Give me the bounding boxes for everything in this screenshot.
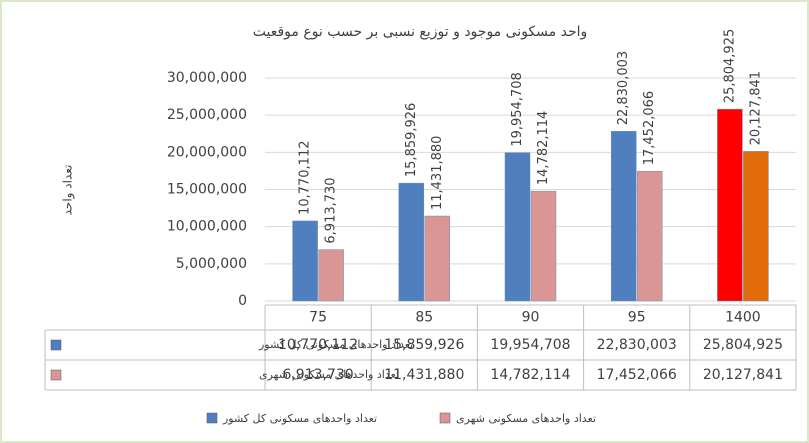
- bar: [530, 190, 557, 302]
- table-cell: 19,954,708: [490, 337, 570, 353]
- data-label: 15,859,926: [404, 103, 419, 177]
- bar: [424, 215, 451, 302]
- bar: [743, 151, 769, 302]
- y-tick-label: 30,000,000: [167, 70, 247, 86]
- bar: [610, 131, 637, 302]
- table-cell: 22,830,003: [597, 337, 677, 353]
- data-label: 17,452,066: [642, 91, 657, 165]
- data-label: 25,804,925: [722, 29, 737, 103]
- table-cell: 17,452,066: [597, 367, 677, 383]
- x-tick-label: 75: [309, 310, 327, 326]
- legend-swatch: [439, 412, 451, 424]
- bar: [318, 249, 344, 302]
- table-cell: 10,770,112: [278, 337, 358, 353]
- x-tick-label: 1400: [725, 310, 761, 326]
- table-cell: 25,804,925: [703, 337, 783, 353]
- data-label: 11,431,880: [430, 136, 445, 210]
- bar: [398, 182, 425, 302]
- table-row-label: تعداد واحدهای مسکونی کل کشور: [258, 338, 413, 351]
- bar: [636, 171, 663, 302]
- data-label: 20,127,841: [748, 71, 763, 145]
- bar: [504, 152, 531, 302]
- table-cell: 20,127,841: [703, 367, 783, 383]
- data-label: 14,782,114: [536, 111, 551, 185]
- y-tick-label: 5,000,000: [176, 256, 247, 272]
- bar: [292, 220, 318, 302]
- data-label: 19,954,708: [510, 72, 525, 146]
- y-axis-label: تعداد واحد: [61, 165, 76, 216]
- legend-swatch: [50, 369, 62, 381]
- chart-title: واحد مسکونی موجود و توزیع نسبی بر حسب نو…: [253, 24, 588, 40]
- y-tick-label: 25,000,000: [167, 107, 247, 123]
- table-row-label: تعداد واحدهای مسکونی شهری: [259, 368, 399, 381]
- y-tick-label: 0: [238, 293, 247, 309]
- bar: [717, 108, 743, 302]
- data-label: 22,830,003: [616, 51, 631, 125]
- table-cell: 14,782,114: [490, 367, 570, 383]
- y-tick-label: 15,000,000: [167, 182, 247, 198]
- legend-swatch: [50, 339, 62, 351]
- x-tick-label: 85: [415, 310, 433, 326]
- legend-label: تعداد واحدهای مسکونی کل کشور: [222, 412, 377, 425]
- legend-swatch: [206, 412, 218, 424]
- table-cell: 6,913,730: [282, 367, 353, 383]
- legend-label: تعداد واحدهای مسکونی شهری: [456, 412, 596, 425]
- table-cell: 11,431,880: [384, 367, 464, 383]
- x-tick-label: 95: [628, 310, 646, 326]
- data-label: 6,913,730: [324, 177, 339, 243]
- data-label: 10,770,112: [298, 141, 313, 215]
- y-tick-label: 20,000,000: [167, 144, 247, 160]
- y-tick-label: 10,000,000: [167, 219, 247, 235]
- table-cell: 15,859,926: [384, 337, 464, 353]
- x-tick-label: 90: [522, 310, 540, 326]
